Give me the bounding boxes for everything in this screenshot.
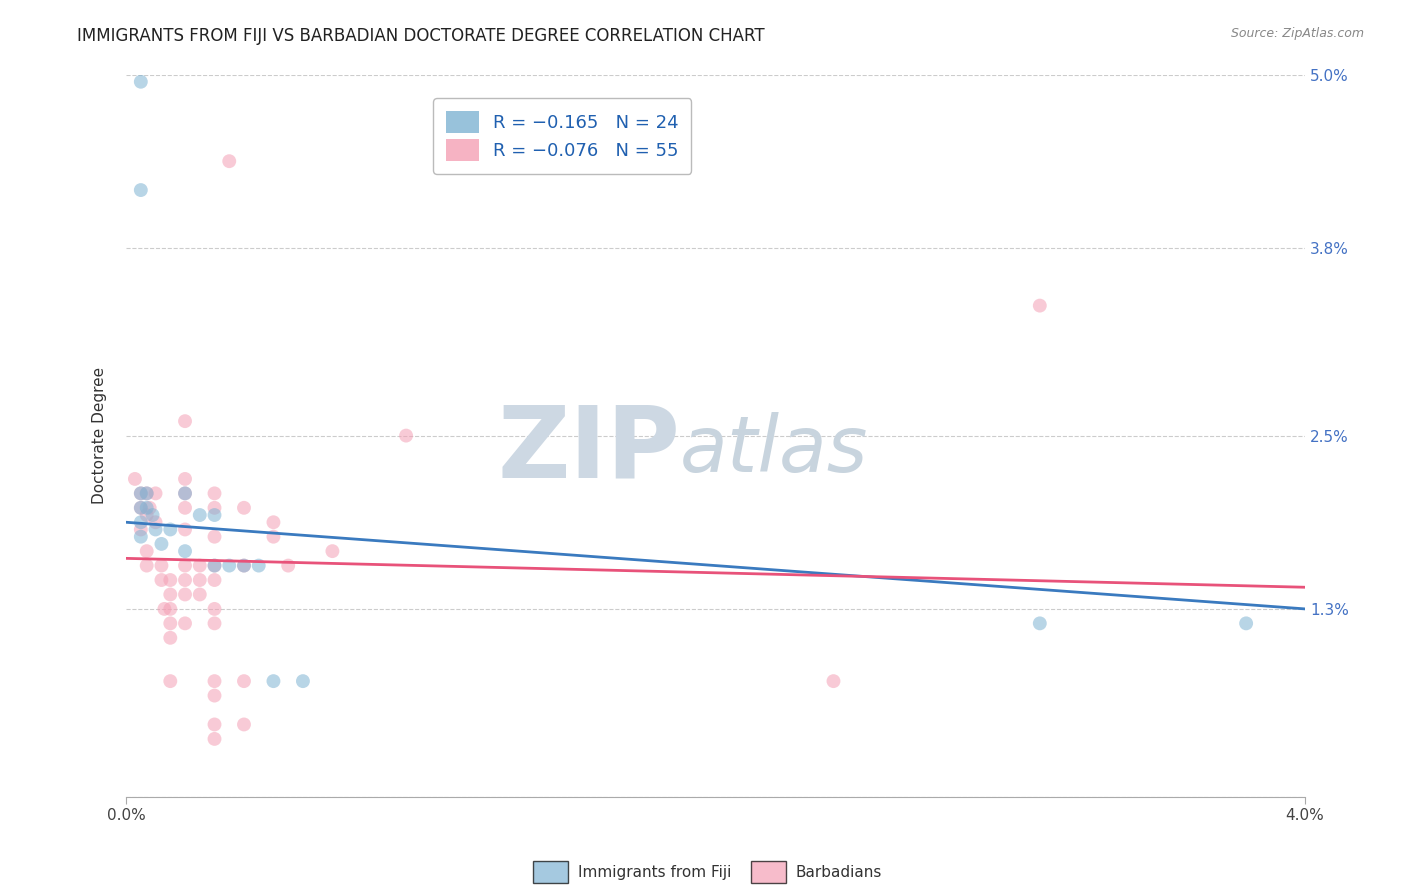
Point [135,486,157,500]
Text: Barbadians: Barbadians [796,865,882,880]
Point [247,558,270,573]
Point [174,573,197,587]
Point [277,558,299,573]
Point [174,472,197,486]
Point [174,523,197,537]
Point [124,472,146,486]
Point [188,508,211,522]
Point [135,486,157,500]
Point [174,414,197,428]
Point [233,674,256,689]
Point [174,544,197,558]
Point [204,573,226,587]
Point [145,523,167,537]
Point [150,537,173,551]
Point [188,587,211,601]
Point [262,515,284,529]
Point [1029,616,1052,631]
Point [129,75,152,89]
Point [138,500,160,515]
Point [159,587,181,601]
Point [395,428,418,442]
Point [204,558,226,573]
Point [233,558,256,573]
Point [218,558,240,573]
Point [262,530,284,544]
Point [188,558,211,573]
Point [321,544,343,558]
Point [174,587,197,601]
Point [233,717,256,731]
Point [204,689,226,703]
Point [204,500,226,515]
Point [174,486,197,500]
Point [204,616,226,631]
Point [204,717,226,731]
Text: atlas: atlas [681,412,869,488]
Point [159,631,181,645]
Point [823,674,845,689]
Point [291,674,314,689]
Point [159,616,181,631]
Point [135,508,157,522]
Point [204,508,226,522]
Point [262,674,284,689]
Point [129,515,152,529]
Point [233,558,256,573]
Legend: R = −0.165   N = 24, R = −0.076   N = 55: R = −0.165 N = 24, R = −0.076 N = 55 [433,98,692,174]
Point [145,486,167,500]
Point [135,500,157,515]
Point [174,616,197,631]
Point [129,486,152,500]
Point [159,523,181,537]
Point [174,500,197,515]
Point [145,515,167,529]
Text: Source: ZipAtlas.com: Source: ZipAtlas.com [1230,27,1364,40]
Point [159,602,181,616]
Point [188,573,211,587]
Point [150,573,173,587]
Point [204,486,226,500]
Text: IMMIGRANTS FROM FIJI VS BARBADIAN DOCTORATE DEGREE CORRELATION CHART: IMMIGRANTS FROM FIJI VS BARBADIAN DOCTOR… [77,27,765,45]
Point [159,573,181,587]
Point [129,183,152,197]
Point [129,500,152,515]
Point [135,558,157,573]
Point [1234,616,1257,631]
Point [153,602,176,616]
Point [218,154,240,169]
Point [233,500,256,515]
Point [129,500,152,515]
Point [150,558,173,573]
Point [129,486,152,500]
Point [204,602,226,616]
Point [204,731,226,746]
Point [1029,299,1052,313]
Point [129,530,152,544]
Text: ZIP: ZIP [498,401,681,499]
Point [174,486,197,500]
Point [174,558,197,573]
Point [204,558,226,573]
Text: Immigrants from Fiji: Immigrants from Fiji [578,865,731,880]
Point [135,544,157,558]
Point [204,674,226,689]
Point [142,508,165,522]
Point [159,674,181,689]
Point [204,530,226,544]
Point [129,523,152,537]
Y-axis label: Doctorate Degree: Doctorate Degree [93,367,107,504]
